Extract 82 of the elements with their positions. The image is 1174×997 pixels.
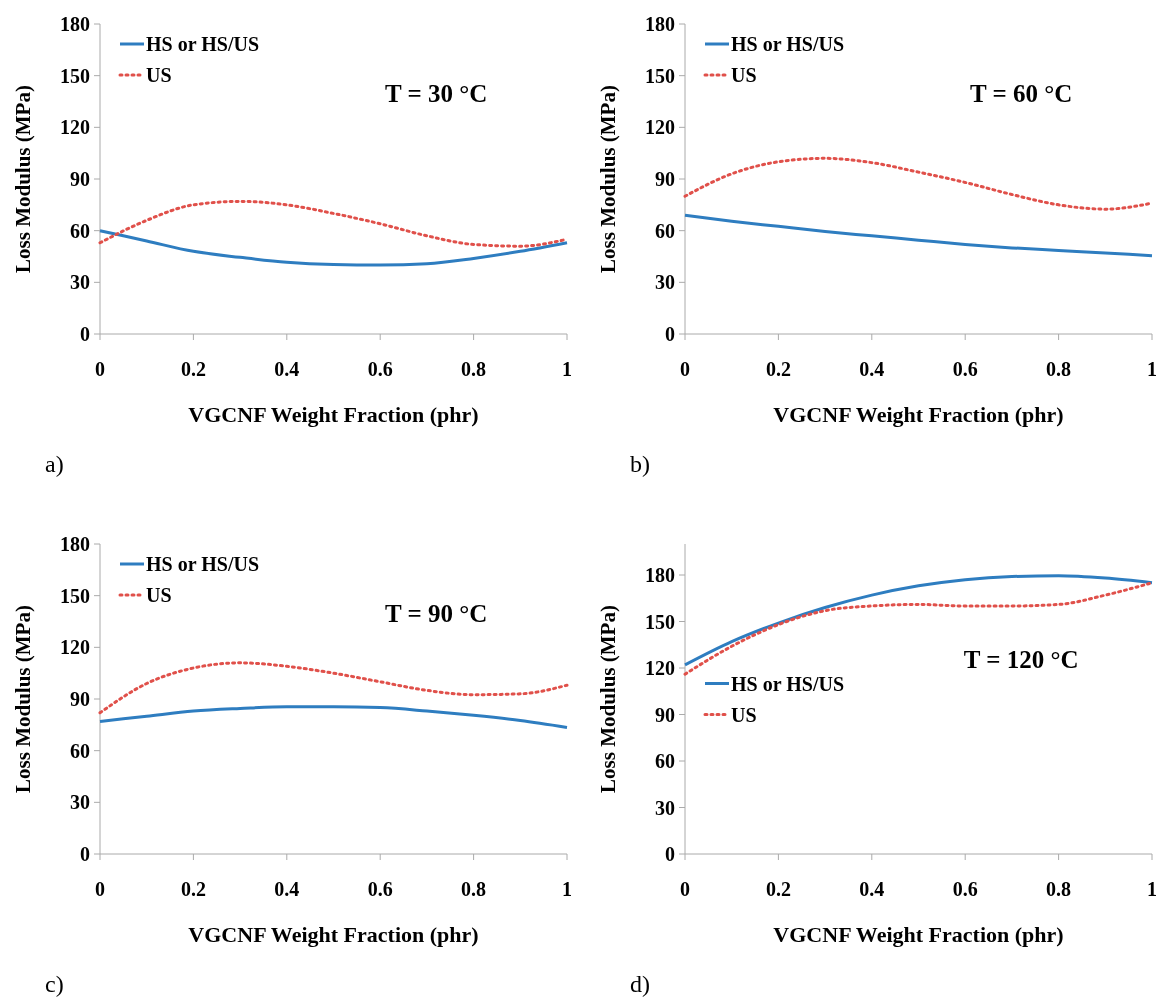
y-tick-label: 150 [60, 584, 90, 607]
x-axis-title: VGCNF Weight Fraction (phr) [188, 922, 479, 947]
x-tick-label: 1 [562, 878, 572, 900]
x-tick-label: 0 [680, 358, 690, 380]
text: a) [45, 451, 64, 477]
y-tick-label: 90 [70, 688, 90, 710]
x-tick-label: 0 [680, 878, 690, 900]
y-tick-label: 180 [645, 564, 675, 586]
y-axis-title: Loss Modulus (MPa) [11, 605, 35, 793]
y-tick-label: 90 [655, 703, 675, 726]
line-series [98, 705, 569, 729]
y-tick-label: 0 [80, 323, 90, 345]
legend-label: US [731, 703, 757, 726]
x-tick-label: 0.2 [765, 878, 791, 900]
y-tick-label: 60 [655, 750, 675, 772]
y-tick-label: 30 [655, 271, 675, 294]
y-tick-label: 180 [645, 13, 675, 35]
x-tick-label: 1 [562, 358, 572, 380]
legend-label: US [146, 584, 172, 606]
text: d) [630, 971, 650, 997]
x-tick-label: 0.4 [859, 358, 885, 380]
x-tick-label: 1 [1147, 878, 1157, 900]
x-tick-label: 0.2 [765, 358, 791, 380]
line-series [683, 581, 1154, 676]
y-tick-label: 120 [645, 657, 675, 679]
y-tick-label: 150 [645, 610, 675, 633]
annotation: T = 90 °C [385, 599, 488, 627]
x-tick-label: 0.4 [274, 358, 300, 380]
y-axis-title: Loss Modulus (MPa) [11, 85, 35, 273]
line-series [98, 229, 569, 267]
text: c) [45, 971, 64, 997]
annotation: T = 30 °C [385, 79, 488, 107]
y-tick-label: 90 [655, 168, 675, 190]
y-tick-label: 60 [655, 219, 675, 242]
y-tick-label: 60 [70, 739, 90, 762]
y-tick-label: 0 [665, 843, 675, 865]
x-tick-label: 0.6 [952, 878, 978, 900]
x-tick-label: 0 [95, 878, 105, 900]
legend-label: US [731, 64, 757, 86]
x-tick-label: 0 [95, 358, 105, 380]
y-axis-title: Loss Modulus (MPa) [596, 85, 620, 273]
legend-label: HS or HS/US [146, 553, 259, 575]
x-tick-label: 0.6 [367, 878, 393, 900]
legend-label: HS or HS/US [731, 33, 844, 55]
text: b) [630, 451, 650, 477]
y-tick-label: 0 [80, 843, 90, 865]
y-tick-label: 120 [60, 116, 90, 139]
x-tick-label: 0.6 [952, 358, 978, 380]
y-tick-label: 180 [60, 533, 90, 555]
line-series [683, 574, 1154, 667]
x-axis-title: VGCNF Weight Fraction (phr) [773, 922, 1064, 947]
x-tick-label: 0.2 [180, 358, 206, 380]
legend-label: HS or HS/US [146, 33, 259, 55]
y-axis-title: Loss Modulus (MPa) [596, 605, 620, 793]
y-tick-label: 30 [70, 271, 90, 294]
line-series [683, 213, 1154, 258]
legend-label: HS or HS/US [731, 672, 844, 695]
y-tick-label: 180 [60, 13, 90, 35]
y-tick-label: 90 [70, 168, 90, 190]
annotation: T = 120 °C [963, 646, 1079, 673]
x-tick-label: 0.6 [367, 358, 393, 380]
x-tick-label: 0.4 [859, 878, 885, 900]
x-tick-label: 0.4 [274, 878, 300, 900]
x-tick-label: 0.8 [1046, 358, 1072, 380]
annotation: T = 60 °C [970, 79, 1073, 107]
x-axis-title: VGCNF Weight Fraction (phr) [188, 402, 479, 427]
y-tick-label: 0 [665, 323, 675, 345]
x-tick-label: 1 [1147, 358, 1157, 380]
y-tick-label: 120 [645, 116, 675, 139]
y-tick-label: 150 [645, 64, 675, 87]
y-tick-label: 120 [60, 636, 90, 659]
x-tick-label: 0.8 [461, 878, 487, 900]
y-tick-label: 60 [70, 219, 90, 242]
x-tick-label: 0.8 [461, 358, 487, 380]
x-tick-label: 0.2 [180, 878, 206, 900]
legend-label: US [146, 64, 172, 86]
x-tick-label: 0.8 [1046, 878, 1072, 900]
y-tick-label: 30 [70, 791, 90, 814]
y-tick-label: 30 [655, 796, 675, 819]
line-series [98, 661, 569, 715]
y-tick-label: 150 [60, 64, 90, 87]
x-axis-title: VGCNF Weight Fraction (phr) [773, 402, 1064, 427]
